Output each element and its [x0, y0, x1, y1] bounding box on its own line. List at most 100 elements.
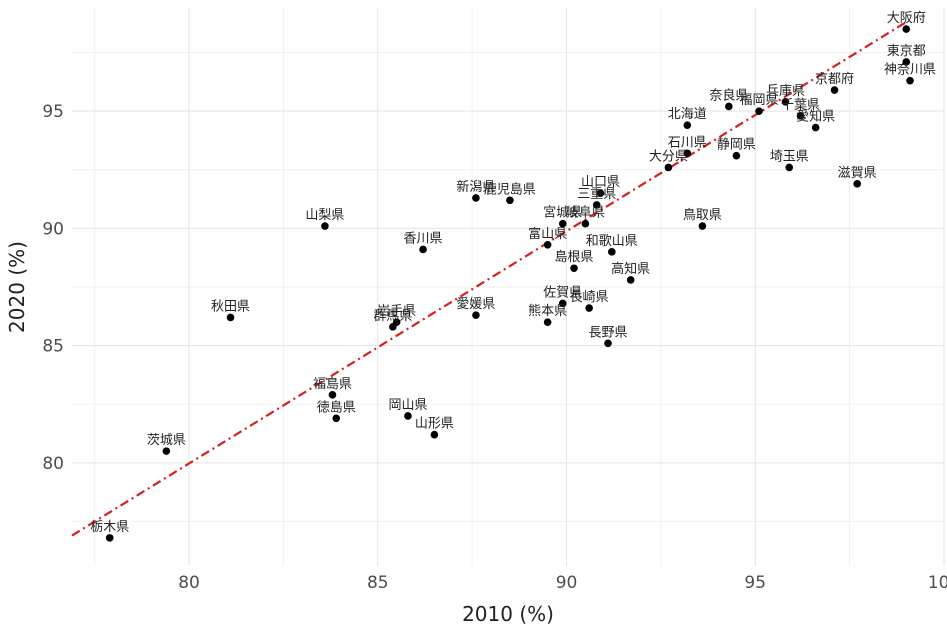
- data-point-label: 大阪府: [887, 11, 926, 26]
- data-point-label: 和歌山県: [586, 234, 638, 249]
- y-tick-label: 95: [42, 102, 64, 122]
- data-point-label: 富山県: [528, 226, 567, 242]
- data-point: [585, 304, 593, 312]
- data-point: [570, 264, 578, 273]
- data-point-label: 滋賀県: [838, 166, 877, 181]
- data-point: [543, 318, 552, 326]
- reference-line-group: [71, 21, 907, 537]
- data-point-label: 秋田県: [211, 299, 250, 314]
- data-point-label: 鹿児島県: [484, 181, 536, 197]
- data-point: [581, 219, 590, 228]
- data-point-label: 岐阜県: [566, 205, 605, 221]
- data-point: [596, 189, 605, 198]
- data-point-label: 香川県: [404, 231, 443, 246]
- data-point: [543, 240, 552, 249]
- data-point: [592, 201, 601, 209]
- x-tick-label: 85: [367, 573, 389, 593]
- data-point-label: 福岡県: [740, 93, 779, 108]
- data-point-label: 長崎県: [570, 290, 609, 305]
- data-point: [830, 86, 839, 94]
- data-point-label: 静岡県: [717, 138, 756, 153]
- y-axis-title: 2020 (%): [5, 241, 29, 333]
- data-point: [608, 248, 616, 256]
- x-tick-label: 90: [556, 573, 578, 593]
- x-tick-label: 80: [178, 573, 200, 593]
- data-point-label: 石川県: [668, 135, 707, 150]
- data-point: [785, 163, 794, 172]
- data-point-label: 三重県: [577, 186, 616, 202]
- reference-line: [71, 21, 907, 537]
- data-point: [781, 97, 790, 106]
- data-point: [162, 447, 171, 455]
- data-point-label: 奈良県: [709, 87, 748, 103]
- data-point: [902, 25, 911, 33]
- data-point-label: 北海道: [668, 107, 707, 122]
- data-point-label: 高知県: [611, 261, 650, 277]
- data-point-label: 東京都: [887, 43, 926, 59]
- y-tick-label: 90: [42, 219, 64, 239]
- data-point: [604, 339, 612, 348]
- data-point: [698, 222, 707, 230]
- data-point: [558, 219, 567, 228]
- data-point-label: 千葉県: [781, 98, 820, 113]
- data-point-label: 山梨県: [305, 208, 344, 223]
- data-point: [811, 123, 820, 132]
- data-point: [389, 323, 397, 331]
- y-axis-ticks: 80 85 90 95: [42, 102, 64, 474]
- data-points: [105, 25, 914, 542]
- data-point-label: 兵庫県: [766, 84, 805, 99]
- data-point: [626, 276, 635, 284]
- data-point-label: 熊本県: [528, 303, 567, 319]
- data-point-label: 埼玉県: [770, 149, 809, 164]
- data-point-label: 大分県: [649, 149, 688, 164]
- data-point-label: 京都府: [815, 72, 854, 87]
- data-point: [404, 412, 412, 420]
- data-point-label: 愛媛県: [456, 297, 495, 312]
- data-point: [430, 430, 439, 439]
- grid-lines: [72, 8, 945, 566]
- data-point-label: 岡山県: [388, 398, 427, 413]
- data-point-label: 佐賀県: [543, 285, 582, 300]
- data-point-label: 福島県: [313, 377, 352, 392]
- data-point-label: 群馬県: [373, 309, 412, 324]
- data-point: [683, 121, 692, 130]
- data-point: [664, 163, 673, 172]
- data-point-label: 徳島県: [317, 400, 356, 415]
- data-point-label: 長野県: [589, 325, 628, 340]
- data-point: [472, 311, 480, 319]
- x-tick-label: 100: [928, 573, 947, 593]
- data-point: [332, 414, 341, 423]
- data-point-label: 山口県: [581, 175, 620, 190]
- data-point: [226, 313, 235, 322]
- data-point: [321, 222, 329, 230]
- y-tick-label: 85: [42, 337, 64, 357]
- data-point-label: 山形県: [415, 417, 454, 432]
- data-point-label: 鳥取県: [683, 208, 722, 223]
- data-point: [558, 299, 567, 308]
- data-point: [725, 102, 733, 111]
- x-tick-label: 95: [744, 573, 766, 593]
- data-point-label: 新潟県: [456, 179, 495, 195]
- data-point: [105, 534, 114, 542]
- data-point-label: 岩手県: [377, 304, 416, 319]
- data-point: [506, 196, 514, 205]
- data-point-label: 島根県: [555, 250, 594, 265]
- data-point-label: 愛知県: [796, 109, 835, 125]
- data-point: [902, 58, 911, 66]
- data-point-label: 宮城県: [543, 205, 582, 221]
- x-axis-title: 2010 (%): [462, 602, 554, 626]
- data-point: [683, 149, 692, 158]
- data-point: [732, 151, 741, 160]
- data-point-label: 茨城県: [147, 433, 186, 448]
- data-point: [906, 76, 914, 85]
- x-axis-ticks: 80 85 90 95 100: [178, 573, 947, 593]
- data-point: [796, 112, 805, 120]
- data-point: [853, 180, 861, 188]
- data-point: [419, 245, 427, 254]
- data-point-label: 神奈川県: [884, 63, 936, 78]
- data-point: [472, 194, 480, 202]
- data-point: [755, 107, 763, 115]
- data-point: [328, 391, 337, 399]
